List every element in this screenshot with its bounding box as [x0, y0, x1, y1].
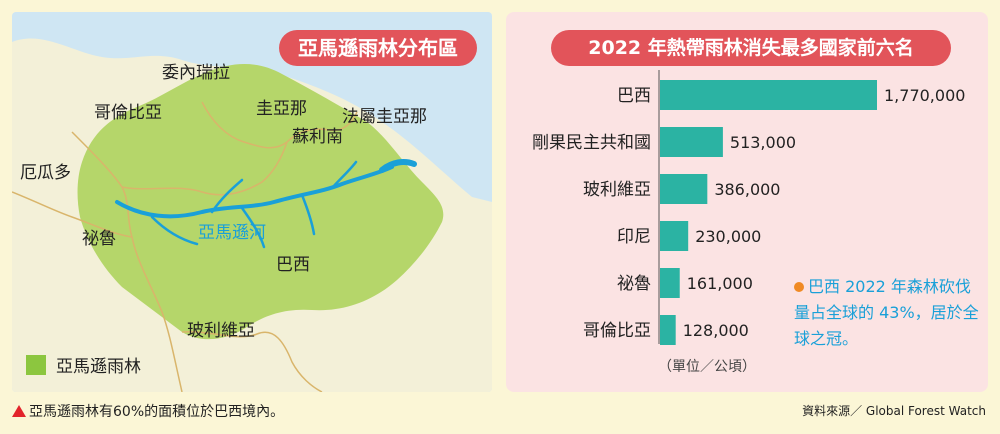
country-borders	[12, 101, 358, 392]
label-ecuador: 厄瓜多	[20, 163, 71, 183]
map-title: 亞馬遜雨林分布區	[279, 30, 477, 66]
label-amazon-river: 亞馬遜河	[198, 223, 266, 243]
bar	[660, 315, 676, 345]
caption-text: 亞馬遜雨林有60%的面積位於巴西境內。	[29, 404, 285, 420]
bar-chart: 巴西 1,770,000 剛果民主共和國 513,000 玻利維亞 386,000 印尼 23…	[532, 70, 965, 345]
label-brazil: 巴西	[276, 255, 310, 275]
legend-swatch	[26, 354, 46, 375]
value-label: 386,000	[714, 180, 780, 199]
value-label: 161,000	[687, 274, 753, 293]
map-legend: 亞馬遜雨林	[26, 352, 141, 377]
bar	[660, 221, 689, 251]
legend-label: 亞馬遜雨林	[56, 357, 141, 377]
chart-panel: 2022 年熱帶雨林消失最多國家前六名 巴西 1,770,000 剛果民主共和國 51…	[506, 12, 988, 392]
value-label: 128,000	[683, 321, 749, 340]
category-label: 剛果民主共和國	[532, 133, 651, 153]
category-label: 印尼	[617, 227, 651, 247]
label-guyana: 圭亞那	[256, 99, 307, 119]
bar	[660, 268, 680, 298]
unit-label: （單位／公頃）	[658, 359, 756, 375]
value-label: 1,770,000	[884, 86, 965, 105]
bar	[660, 174, 708, 204]
amazon-map	[12, 38, 492, 392]
bar	[660, 80, 877, 110]
value-label: 230,000	[695, 227, 761, 246]
label-suriname: 蘇利南	[292, 127, 343, 147]
label-venezuela: 委內瑞拉	[162, 63, 230, 83]
category-label: 玻利維亞	[583, 180, 651, 200]
category-label: 哥倫比亞	[583, 321, 651, 341]
footer-caption: 亞馬遜雨林有60%的面積位於巴西境內。	[12, 401, 284, 421]
note-text: 巴西 2022 年森林砍伐量占全球的 43%，居於全球之冠。	[794, 277, 979, 348]
label-peru: 祕魯	[82, 229, 116, 249]
brazil-note: 巴西 2022 年森林砍伐量占全球的 43%，居於全球之冠。	[794, 274, 984, 352]
source-credit: 資料來源／ Global Forest Watch	[802, 404, 986, 418]
chart-title: 2022 年熱帶雨林消失最多國家前六名	[551, 30, 951, 66]
label-colombia: 哥倫比亞	[94, 103, 162, 123]
value-label: 513,000	[730, 133, 796, 152]
note-bullet	[794, 282, 804, 292]
map-panel: 亞馬遜雨林分布區 委內瑞拉 哥倫比亞 圭亞那 法屬圭亞那 蘇利南 厄瓜多 祕魯 …	[12, 12, 492, 392]
triangle-icon	[12, 405, 26, 417]
label-bolivia: 玻利維亞	[187, 321, 255, 341]
amazon-river	[115, 159, 417, 249]
label-french-guiana: 法屬圭亞那	[342, 107, 427, 127]
rainforest-area	[77, 64, 444, 340]
category-label: 祕魯	[617, 274, 651, 294]
bar	[660, 127, 723, 157]
category-label: 巴西	[617, 86, 651, 106]
